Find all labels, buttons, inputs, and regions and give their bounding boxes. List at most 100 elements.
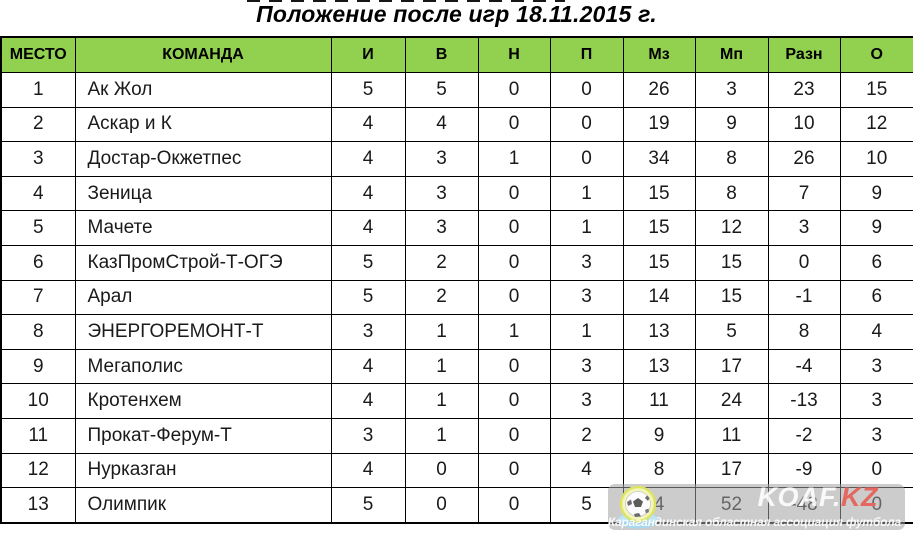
column-header-mz: Мз [622, 36, 696, 73]
cell-p: 1 [549, 314, 624, 350]
cell-o: 9 [839, 175, 913, 212]
cell-mp: 8 [694, 175, 769, 212]
cell-i: 5 [330, 244, 406, 281]
cell-i: 4 [330, 210, 406, 246]
column-header-o: О [839, 36, 913, 73]
cell-v: 4 [404, 106, 479, 143]
cell-mp: 24 [694, 383, 769, 419]
cell-n: 0 [477, 487, 551, 524]
cell-team: Ак Жол [74, 72, 332, 108]
cell-mz: 8 [622, 452, 696, 489]
cell-n: 0 [477, 417, 551, 454]
cell-i: 3 [330, 417, 406, 454]
table-row: 1 Ак Жол 5 5 0 0 26 3 23 15 [0, 72, 913, 108]
cell-o: 6 [839, 244, 913, 281]
cell-razn: 8 [767, 314, 841, 350]
cell-place: 12 [0, 452, 76, 489]
table-row: 10 Кротенхем 4 1 0 3 11 24 -13 3 [0, 383, 913, 419]
cell-mp: 8 [694, 141, 769, 177]
cell-i: 4 [330, 383, 406, 419]
cell-team: Нурказган [74, 452, 332, 489]
cell-v: 2 [404, 244, 479, 281]
cell-razn: 23 [767, 72, 841, 108]
cell-o: 12 [839, 106, 913, 143]
standings-table: МЕСТО КОМАНДА И В Н П Мз Мп Разн О 1 Ак Жол 5 5 0 0 26 3… [0, 36, 913, 524]
cell-v: 3 [404, 175, 479, 212]
cell-mp: 9 [694, 106, 769, 143]
cell-i: 5 [330, 72, 406, 108]
column-header-v: В [404, 36, 479, 73]
cell-n: 1 [477, 141, 551, 177]
cell-p: 3 [549, 244, 624, 281]
cell-place: 10 [0, 383, 76, 419]
watermark-subtitle: Карагандинская областная ассоциация футб… [607, 515, 901, 529]
cell-n: 0 [477, 452, 551, 489]
cell-n: 0 [477, 72, 551, 108]
cell-i: 4 [330, 452, 406, 489]
cell-place: 5 [0, 210, 76, 246]
cell-v: 0 [404, 452, 479, 489]
cell-p: 4 [549, 452, 624, 489]
cell-p: 3 [549, 279, 624, 316]
cell-v: 3 [404, 210, 479, 246]
cell-razn: -1 [767, 279, 841, 316]
column-header-place: МЕСТО [0, 36, 76, 73]
cell-place: 6 [0, 244, 76, 281]
cell-v: 0 [404, 487, 479, 524]
cell-o: 3 [839, 417, 913, 454]
column-header-team: КОМАНДА [74, 36, 332, 73]
cell-mz: 15 [622, 175, 696, 212]
column-header-razn: Разн [767, 36, 841, 73]
cell-team: Аскар и К [74, 106, 332, 143]
cell-razn: -13 [767, 383, 841, 419]
cell-mp: 5 [694, 314, 769, 350]
cell-v: 1 [404, 314, 479, 350]
cell-i: 4 [330, 141, 406, 177]
cell-team: Мачете [74, 210, 332, 246]
table-row: 7 Арал 5 2 0 3 14 15 -1 6 [0, 279, 913, 316]
cell-mz: 11 [622, 383, 696, 419]
table-row: 2 Аскар и К 4 4 0 0 19 9 10 12 [0, 106, 913, 143]
cell-mz: 9 [622, 417, 696, 454]
cell-mz: 19 [622, 106, 696, 143]
cell-razn: 3 [767, 210, 841, 246]
cell-mz: 26 [622, 72, 696, 108]
cell-n: 0 [477, 279, 551, 316]
cell-v: 1 [404, 417, 479, 454]
cell-mp: 15 [694, 279, 769, 316]
page-title: Положение после игр 18.11.2015 г. [256, 1, 657, 27]
soccer-ball-icon [618, 485, 658, 529]
cell-i: 4 [330, 106, 406, 143]
cell-team: Олимпик [74, 487, 332, 524]
cell-i: 4 [330, 175, 406, 212]
cell-place: 4 [0, 175, 76, 212]
table-row: 4 Зеница 4 3 0 1 15 8 7 9 [0, 175, 913, 212]
cell-place: 1 [0, 72, 76, 108]
cell-i: 4 [330, 348, 406, 385]
cell-mz: 13 [622, 314, 696, 350]
table-row: 8 ЭНЕРГОРЕМОНТ-Т 3 1 1 1 13 5 8 4 [0, 314, 913, 350]
cell-n: 0 [477, 106, 551, 143]
cell-n: 1 [477, 314, 551, 350]
cell-i: 5 [330, 487, 406, 524]
cell-o: 15 [839, 72, 913, 108]
cell-mp: 17 [694, 452, 769, 489]
cell-razn: -2 [767, 417, 841, 454]
cell-razn: -4 [767, 348, 841, 385]
cell-p: 1 [549, 210, 624, 246]
cell-o: 3 [839, 383, 913, 419]
cell-n: 0 [477, 244, 551, 281]
cell-p: 3 [549, 348, 624, 385]
cell-v: 2 [404, 279, 479, 316]
cell-p: 0 [549, 72, 624, 108]
cell-n: 0 [477, 383, 551, 419]
table-row: 9 Мегаполис 4 1 0 3 13 17 -4 3 [0, 348, 913, 385]
cell-team: Мегаполис [74, 348, 332, 385]
cell-mz: 15 [622, 210, 696, 246]
cell-place: 11 [0, 417, 76, 454]
cell-v: 5 [404, 72, 479, 108]
table-row: 11 Прокат-Ферум-Т 3 1 0 2 9 11 -2 3 [0, 417, 913, 454]
cell-place: 7 [0, 279, 76, 316]
header-row: МЕСТО КОМАНДА И В Н П Мз Мп Разн О [0, 36, 913, 73]
cell-team: ЭНЕРГОРЕМОНТ-Т [74, 314, 332, 350]
